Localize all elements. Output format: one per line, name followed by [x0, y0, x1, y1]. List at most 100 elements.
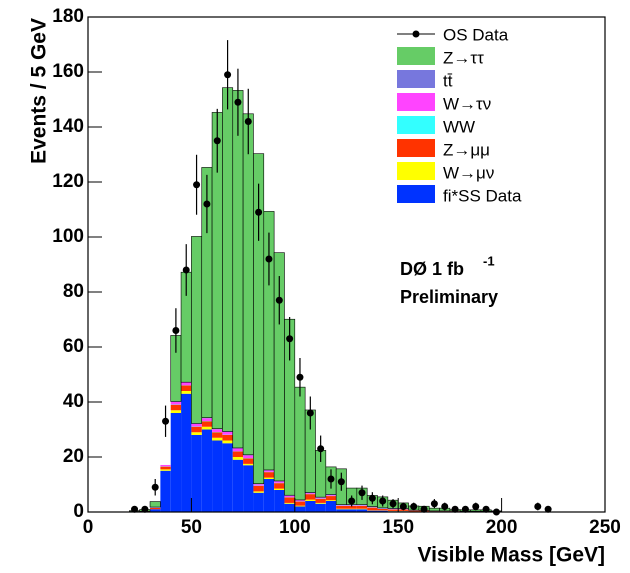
- data-point: [420, 505, 428, 513]
- histogram-bar: [284, 502, 295, 504]
- legend-label: OS Data: [443, 25, 509, 44]
- histogram-bar: [212, 440, 223, 512]
- histogram-bar: [336, 505, 347, 509]
- histogram-bar: [263, 470, 275, 472]
- legend-label: WW: [443, 117, 475, 136]
- y-tick-label: 80: [63, 281, 84, 302]
- legend-swatch: [397, 93, 435, 111]
- x-axis-title: Visible Mass [GeV]: [417, 544, 605, 567]
- histogram-bar: [150, 509, 161, 512]
- histogram-bar: [305, 494, 316, 500]
- y-tick-label: 180: [52, 6, 84, 27]
- data-point: [544, 505, 552, 513]
- histogram-bar: [294, 501, 306, 506]
- histogram-bar: [325, 496, 337, 501]
- histogram-bar: [170, 404, 182, 411]
- histogram-bar: [253, 485, 264, 492]
- histogram-bar: [274, 483, 285, 489]
- histogram-bar: [181, 393, 192, 512]
- histogram-bar: [191, 435, 202, 512]
- histogram-bar: [315, 502, 326, 504]
- histogram-bar: [212, 429, 223, 432]
- plot-area: [129, 40, 552, 516]
- data-point: [430, 500, 438, 508]
- data-point: [224, 71, 232, 79]
- histogram-bar: [284, 503, 295, 512]
- legend-label: Z→ττ: [443, 48, 484, 67]
- histogram-bar: [222, 443, 233, 512]
- legend-swatch: [397, 116, 435, 134]
- y-tick-label: 20: [63, 446, 84, 467]
- data-point: [368, 494, 376, 502]
- histogram-bar: [336, 508, 347, 510]
- histogram-bar: [253, 484, 264, 486]
- histogram-bar: [325, 494, 337, 496]
- y-tick-label: 60: [63, 336, 84, 357]
- y-tick-label: 140: [52, 116, 84, 137]
- histogram-bar: [232, 457, 244, 460]
- histogram-bar: [222, 440, 233, 444]
- histogram-bar: [232, 451, 244, 457]
- histogram-bar: [160, 466, 171, 470]
- histogram-bar: [253, 491, 264, 493]
- legend-label: W→τν: [443, 94, 491, 113]
- data-point: [296, 373, 304, 381]
- histogram-bar: [181, 385, 192, 391]
- x-tick-label: 0: [83, 517, 94, 538]
- data-point: [379, 497, 387, 505]
- histogram-bar: [191, 426, 202, 433]
- plot-frame: [87, 16, 606, 513]
- data-point: [172, 327, 180, 334]
- x-tick-label: 200: [486, 517, 518, 538]
- histogram-bar: [336, 505, 347, 506]
- data-point: [482, 505, 490, 513]
- histogram-bar: [305, 499, 316, 501]
- data-point: [534, 503, 542, 510]
- data-point: [389, 500, 397, 508]
- histogram-bar: [232, 448, 244, 452]
- histogram-bar: [294, 506, 306, 512]
- histogram-bar: [212, 437, 223, 441]
- histogram-bar: [305, 493, 316, 494]
- histogram-bar: [222, 431, 233, 435]
- data-point: [306, 409, 314, 417]
- histogram-bar: [305, 501, 316, 512]
- histogram-bar: [201, 421, 213, 427]
- histogram-bar: [201, 418, 213, 421]
- legend-swatch: [397, 139, 435, 157]
- annotation: DØ 1 fb: [400, 259, 464, 279]
- histogram-bar: [367, 510, 378, 512]
- data-point: [451, 505, 459, 513]
- data-point: [141, 505, 149, 513]
- histogram-bar: [170, 401, 182, 405]
- data-point: [255, 208, 263, 216]
- y-tick-label: 0: [73, 501, 84, 522]
- histogram-bar: [243, 455, 254, 459]
- data-point: [348, 497, 356, 505]
- data-point: [193, 181, 201, 189]
- legend-label: W→μν: [443, 163, 494, 182]
- legend-label: fi*SS Data: [443, 186, 522, 205]
- histogram-bar: [191, 236, 203, 424]
- data-point: [162, 417, 170, 425]
- histogram-bar: [356, 508, 368, 510]
- histogram-bar: [284, 495, 295, 498]
- data-point: [337, 478, 345, 486]
- histogram-bar: [232, 90, 244, 449]
- histogram-bar: [222, 435, 233, 441]
- annotation-superscript: -1: [483, 253, 495, 268]
- data-point: [265, 255, 273, 263]
- histogram-bar: [274, 488, 285, 490]
- histogram-bar: [387, 509, 399, 511]
- histogram-bar: [191, 423, 202, 427]
- histogram-bar: [274, 481, 285, 483]
- data-point: [151, 483, 159, 491]
- histogram-bar: [346, 509, 357, 512]
- legend-swatch: [397, 70, 435, 88]
- histogram-bar: [160, 469, 171, 471]
- histogram-bar: [149, 501, 161, 508]
- histogram-bar: [181, 391, 192, 394]
- histogram-bar: [346, 505, 357, 509]
- data-point: [244, 118, 252, 125]
